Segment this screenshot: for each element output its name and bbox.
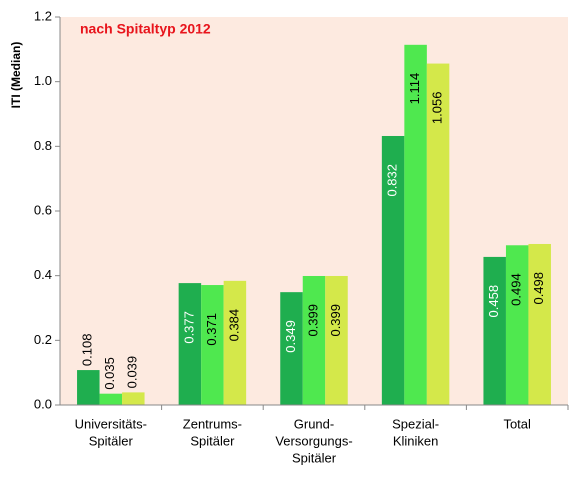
bar [178,283,202,405]
y-tick-label: 0.4 [34,267,52,282]
y-tick-label: 0.8 [34,138,52,153]
value-label: 1.114 [407,73,422,105]
x-tick-label: Total [503,416,531,431]
y-tick-label: 0.0 [34,396,52,411]
bar [223,280,247,405]
value-label: 0.035 [102,357,117,390]
value-label: 0.384 [226,309,241,342]
x-tick-label: Zentrums- [183,416,242,431]
value-label: 0.377 [181,311,196,344]
bar [280,292,303,405]
value-label: 0.108 [80,334,95,367]
value-label: 0.399 [305,304,320,337]
value-label: 0.039 [125,356,140,389]
value-label: 0.399 [328,304,343,337]
x-tick-label: Spitäler [89,433,134,448]
bar [381,135,405,405]
bar [201,285,224,405]
value-label: 0.458 [486,285,501,318]
bar [426,63,450,406]
y-tick-label: 0.6 [34,202,52,217]
bar [483,256,506,405]
x-tick-label: Spezial- [392,416,439,431]
value-label: 0.349 [283,320,298,353]
chart-title: nach Spitaltyp 2012 [80,21,211,37]
value-label: 0.371 [204,313,219,346]
bar [77,370,100,405]
y-tick-label: 1.2 [34,8,52,23]
bar [404,44,427,405]
x-tick-label: Versorgungs- [275,433,352,448]
x-tick-label: Spitäler [190,433,235,448]
x-tick-label: Kliniken [393,433,439,448]
value-label: 1.056 [430,92,445,125]
x-tick-label: Universitäts- [75,416,147,431]
bar [505,245,529,405]
x-tick-label: Grund- [294,416,334,431]
value-label: 0.498 [531,272,546,305]
bar [302,275,326,405]
bar [528,243,551,405]
y-tick-label: 0.2 [34,332,52,347]
bar [99,393,123,405]
value-label: 0.832 [385,164,400,197]
x-tick-label: Spitäler [292,450,337,465]
bar [325,275,348,405]
bar [122,392,145,405]
value-label: 0.494 [509,273,524,306]
y-axis-label: ITI (Median) [9,42,23,109]
y-tick-label: 1.0 [34,73,52,88]
